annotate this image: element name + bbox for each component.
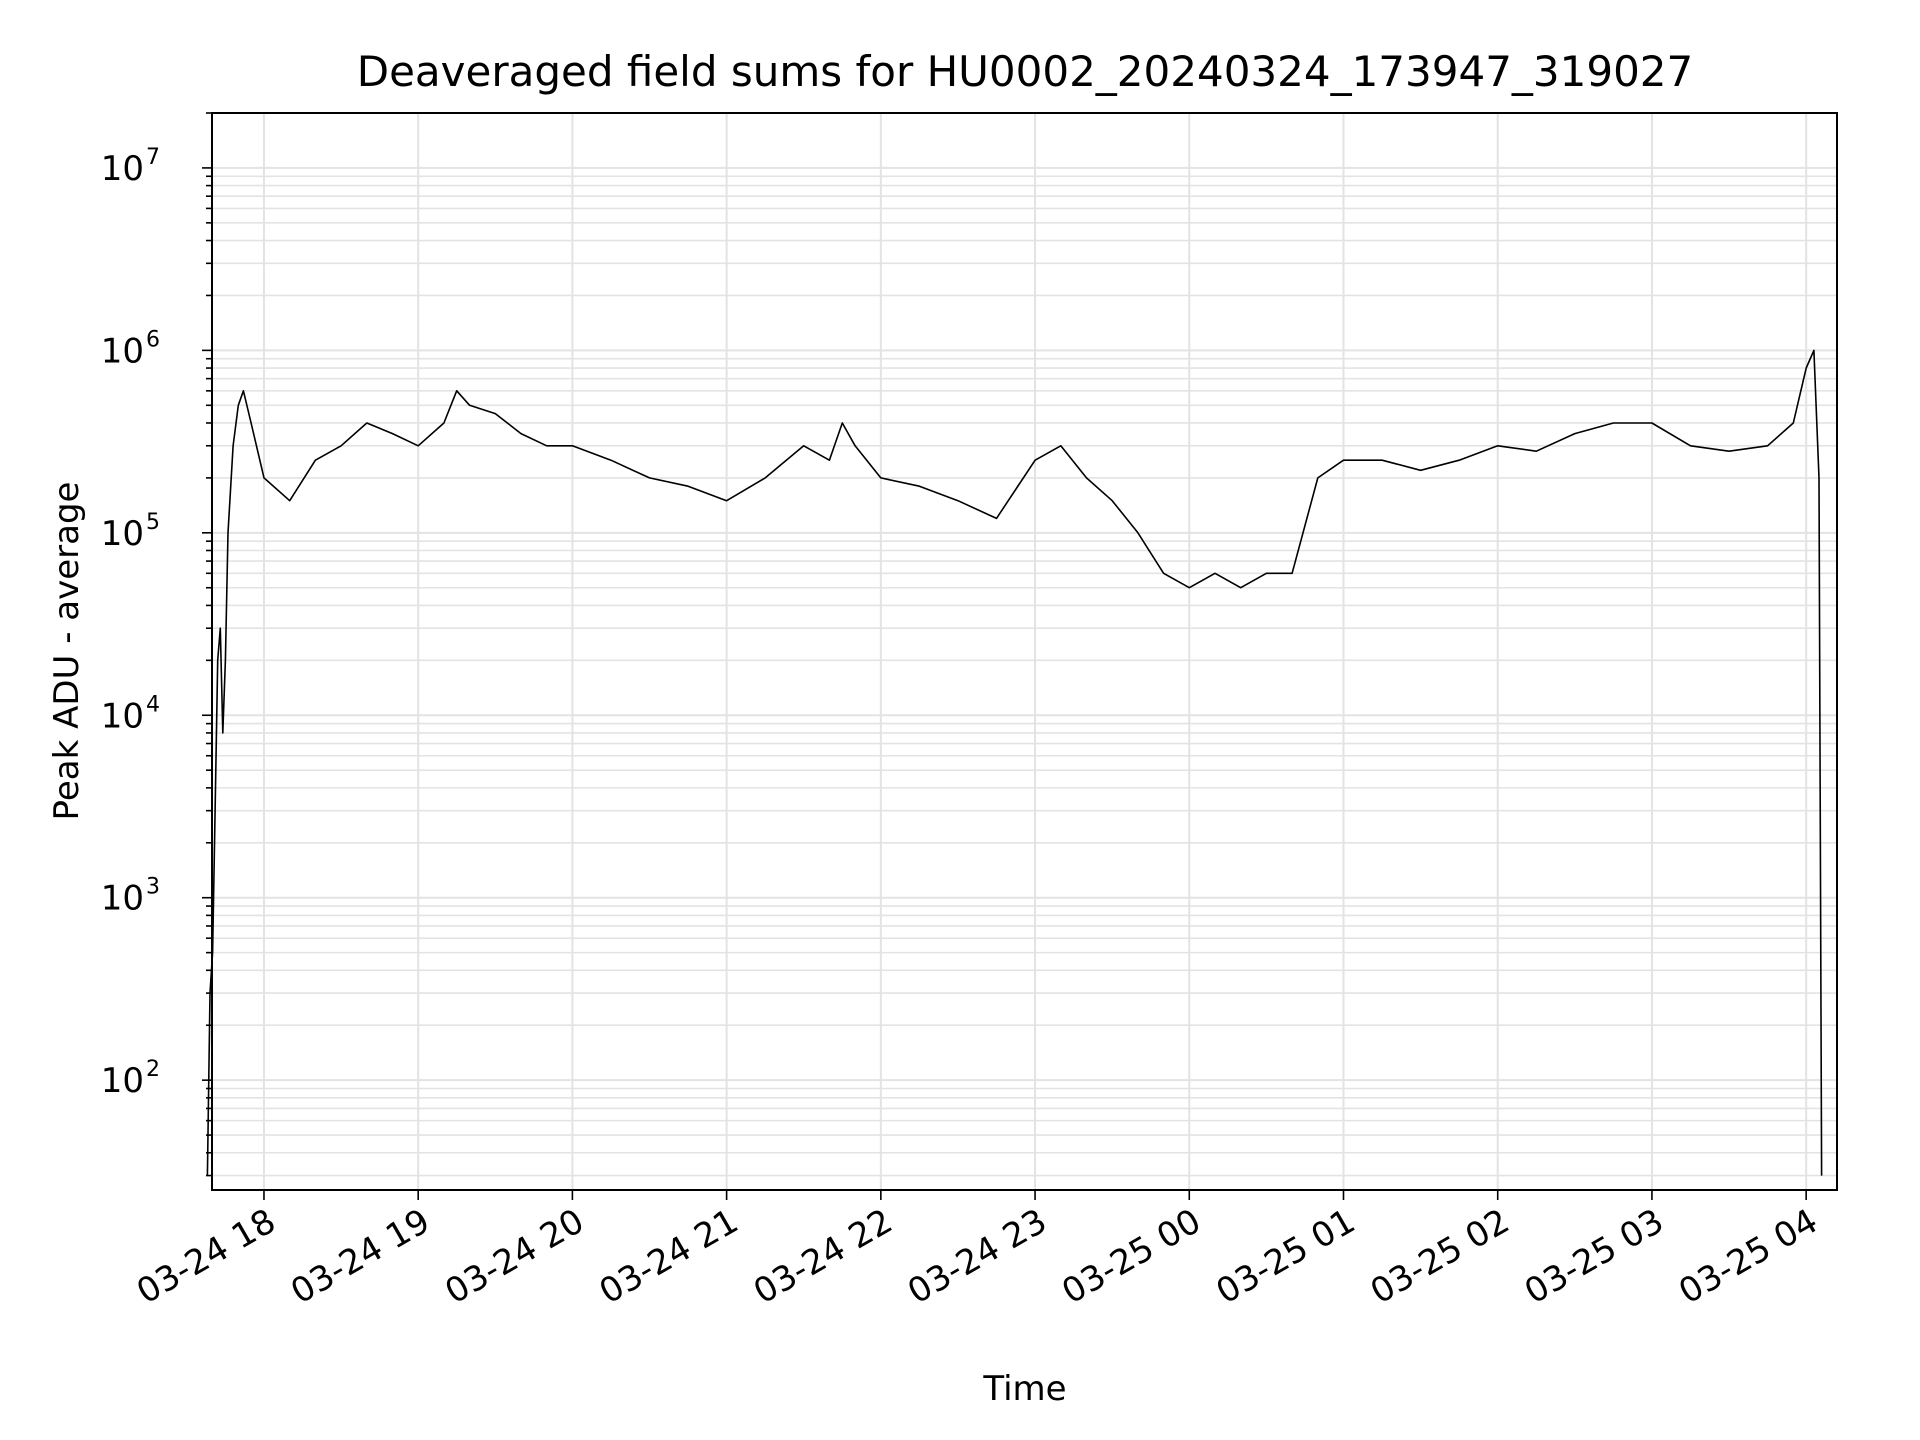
data-series	[206, 349, 1823, 1176]
y-tick-label: 10	[101, 1061, 144, 1101]
y-axis-label: Peak ADU - average	[47, 482, 87, 821]
y-tick-exponent: 6	[146, 327, 160, 352]
y-tick-label: 10	[101, 696, 144, 736]
y-tick-exponent: 2	[146, 1057, 160, 1082]
y-tick-label: 10	[101, 331, 144, 371]
grid-lines	[212, 112, 1837, 1190]
plot-frame	[211, 112, 1838, 1191]
y-tick-exponent: 5	[146, 510, 160, 535]
x-axis-label: Time	[982, 1369, 1066, 1409]
series-line	[206, 349, 1823, 1176]
y-tick-label: 10	[101, 879, 144, 919]
chart-title: Deaveraged field sums for HU0002_2024032…	[357, 47, 1694, 96]
y-tick-label: 10	[101, 149, 144, 189]
y-tick-label: 10	[101, 514, 144, 554]
y-tick-exponent: 7	[146, 145, 160, 170]
y-tick-exponent: 4	[146, 692, 160, 717]
y-tick-exponent: 3	[146, 875, 160, 900]
